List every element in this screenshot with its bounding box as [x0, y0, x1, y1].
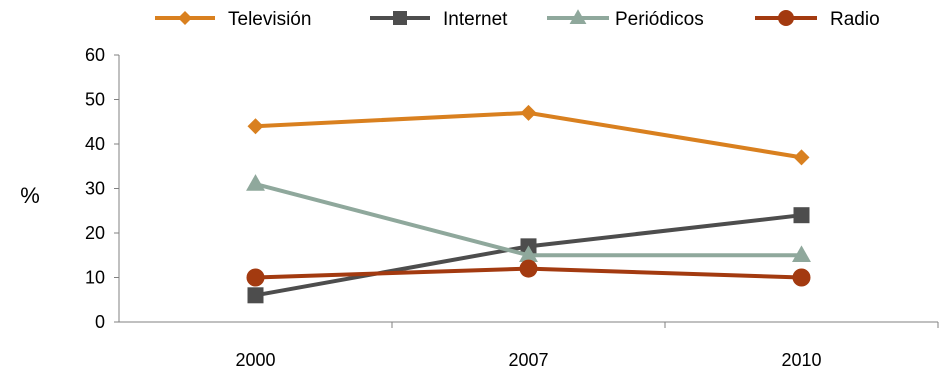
series-circle: [246, 259, 811, 287]
data-point: [246, 174, 265, 191]
data-point: [247, 287, 264, 304]
data-point: [793, 207, 810, 224]
data-point: [246, 268, 265, 287]
legend-label: Televisión: [228, 9, 311, 30]
legend: Televisión Internet Periódicos Radio: [155, 9, 880, 30]
y-tick-label: 0: [95, 312, 105, 332]
series-layer: [246, 104, 811, 304]
legend-label: Internet: [443, 9, 508, 30]
x-tick-label: 2010: [781, 350, 821, 370]
series-diamond: [247, 104, 810, 166]
y-axis-title: %: [20, 183, 40, 208]
y-tick-label: 60: [85, 45, 105, 65]
data-point: [519, 259, 538, 278]
x-ticks: 2000 2007 2010: [235, 322, 939, 370]
legend-marker: [569, 9, 587, 24]
legend-marker: [778, 10, 794, 26]
x-tick-label: 2007: [508, 350, 548, 370]
legend-marker: [393, 11, 407, 25]
y-tick-label: 40: [85, 134, 105, 154]
data-point: [793, 149, 810, 166]
legend-item: Periódicos: [547, 9, 704, 30]
legend-marker: [178, 11, 192, 25]
series-triangle: [246, 174, 811, 262]
axes: [118, 55, 938, 323]
data-point: [247, 118, 264, 135]
data-point: [792, 245, 811, 262]
y-tick-label: 50: [85, 90, 105, 110]
data-point: [519, 245, 538, 262]
legend-item: Televisión: [155, 9, 311, 30]
legend-item: Radio: [755, 9, 880, 30]
y-tick-label: 20: [85, 223, 105, 243]
x-tick-label: 2000: [235, 350, 275, 370]
y-tick-label: 30: [85, 179, 105, 199]
data-point: [520, 104, 537, 121]
y-ticks: 0 10 20 30 40 50 60: [85, 45, 119, 332]
y-tick-label: 10: [85, 268, 105, 288]
data-point: [792, 268, 811, 287]
legend-label: Periódicos: [615, 9, 704, 30]
legend-label: Radio: [830, 9, 880, 30]
legend-item: Internet: [370, 9, 508, 30]
